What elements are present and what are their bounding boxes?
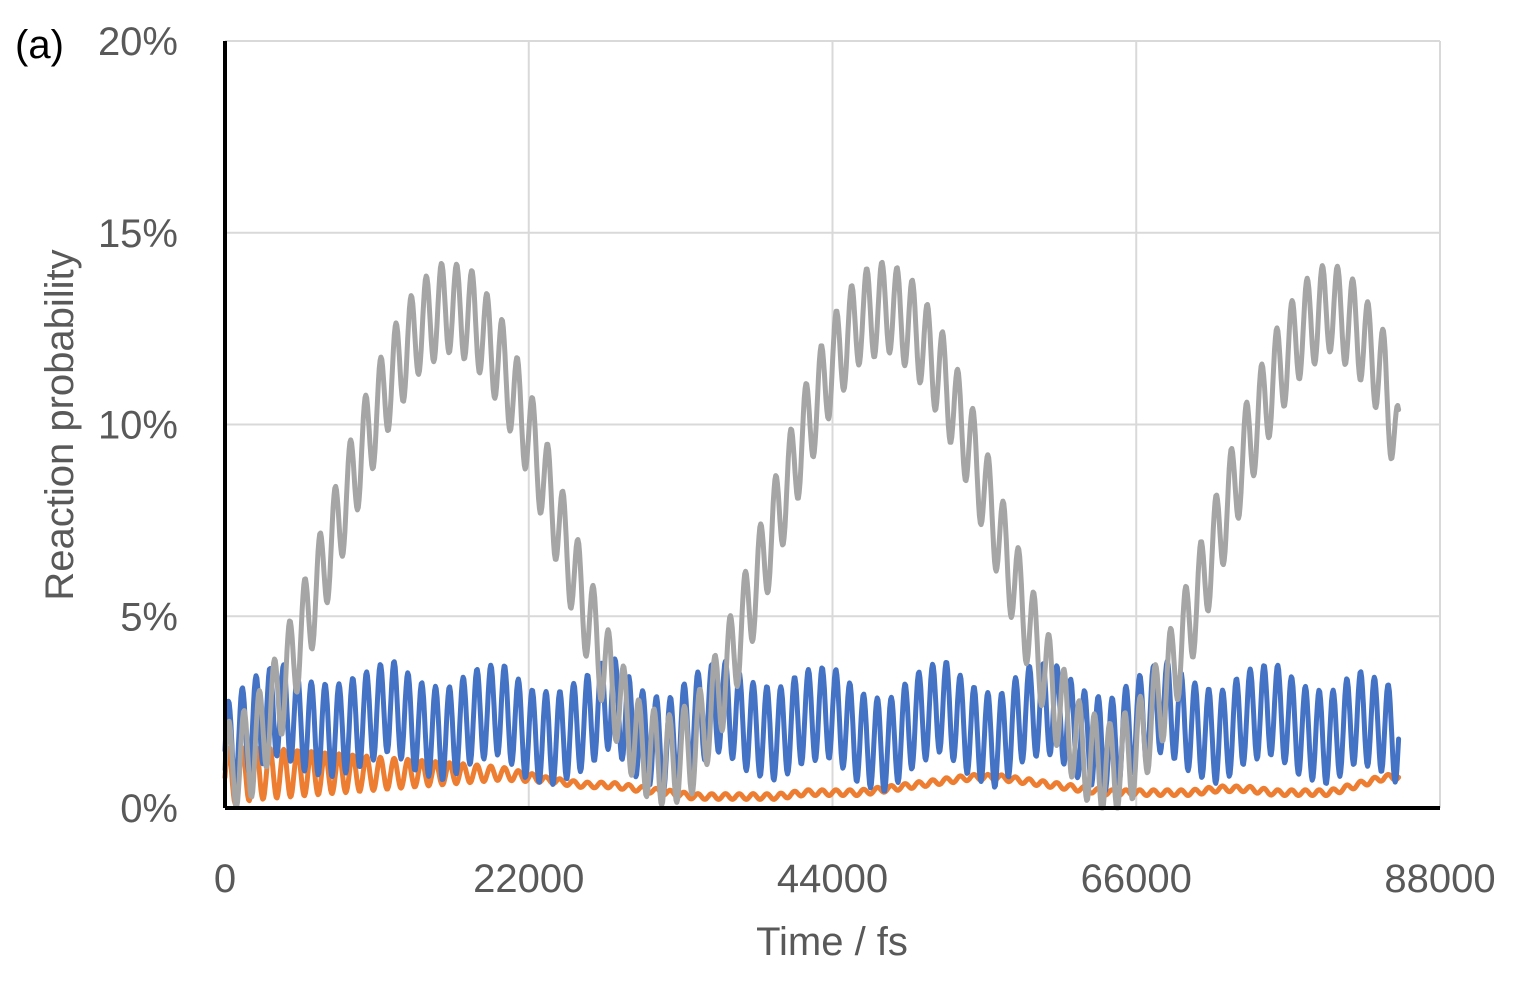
y-tick-labels: 0% 5% 10% 15% 20% (98, 20, 178, 831)
x-tick-label: 0 (214, 857, 236, 901)
y-tick-label: 20% (98, 20, 178, 64)
x-tick-label: 66000 (1081, 857, 1192, 901)
y-tick-label: 10% (98, 404, 178, 448)
y-tick-label: 15% (98, 212, 178, 256)
series-line-1 (222, 744, 1402, 807)
data-series (222, 259, 1402, 811)
x-tick-label: 22000 (473, 857, 584, 901)
x-tick-labels: 0 22000 44000 66000 88000 (214, 857, 1496, 901)
panel-label: (a) (15, 23, 64, 67)
axes (223, 41, 1440, 810)
series-line-0 (222, 656, 1402, 794)
y-tick-label: 5% (120, 595, 178, 639)
x-tick-label: 88000 (1384, 857, 1495, 901)
x-tick-label: 44000 (777, 857, 888, 901)
y-tick-label: 0% (120, 787, 178, 831)
y-axis-title: Reaction probability (38, 249, 82, 600)
series-line-2 (222, 259, 1402, 811)
x-axis-title: Time / fs (756, 920, 908, 964)
